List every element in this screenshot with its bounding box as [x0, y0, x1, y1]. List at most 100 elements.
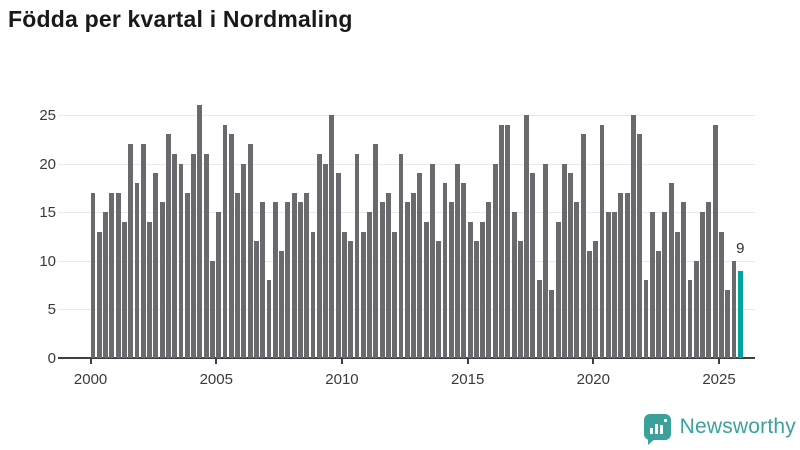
bar-2010-q2 [348, 241, 354, 358]
bar-2025-q1 [719, 231, 724, 358]
y-axis-tick-label: 15 [39, 204, 56, 222]
bar-2005-q2 [222, 124, 228, 358]
bar-2018-q1 [543, 163, 548, 358]
bar-2019-q3 [580, 134, 586, 358]
x-axis-tick-label: 2005 [199, 371, 233, 388]
bar-2001-q1 [115, 192, 121, 358]
x-axis-tick-mark [340, 359, 343, 364]
bar-2021-q3 [631, 115, 636, 358]
y-axis-tick-label: 5 [47, 301, 56, 319]
bar-2006-q4 [260, 202, 266, 358]
bar-2015-q4 [486, 202, 492, 358]
bar-2024-q3 [706, 202, 712, 358]
highlighted-bar-2025-q4 [737, 270, 743, 358]
bar-2001-q4 [134, 183, 140, 358]
bar-2023-q1 [668, 183, 674, 358]
bar-2012-q1 [392, 231, 398, 358]
bar-2003-q4 [184, 192, 190, 358]
bar-2017-q2 [524, 115, 530, 358]
x-axis-line [58, 357, 755, 359]
bar-2001-q3 [128, 144, 134, 358]
bar-2006-q2 [247, 144, 253, 358]
bar-2011-q1 [367, 212, 372, 358]
x-axis-tick-label: 2025 [702, 371, 736, 388]
bar-2009-q3 [329, 115, 335, 358]
bar-2004-q3 [203, 153, 209, 358]
bar-2008-q3 [304, 192, 310, 358]
bar-2018-q4 [561, 163, 567, 358]
mini-bar-icon [659, 425, 663, 434]
bar-2007-q4 [285, 202, 291, 358]
bar-2009-q1 [316, 153, 322, 358]
bar-2008-q1 [291, 192, 297, 358]
bar-2018-q2 [549, 289, 555, 358]
bar-2022-q1 [643, 280, 649, 358]
x-axis-tick-label: 2020 [576, 371, 610, 388]
bar-2020-q3 [605, 212, 611, 358]
bar-2015-q2 [473, 241, 479, 358]
bar-2020-q2 [599, 124, 605, 358]
bar-2003-q3 [178, 163, 184, 358]
mini-bar-icon [649, 428, 653, 434]
x-axis-tick-mark [592, 359, 595, 364]
chart-title: Födda per kvartal i Nordmaling [8, 6, 353, 32]
bar-2000-q1 [90, 192, 96, 358]
bar-2020-q4 [612, 212, 618, 358]
x-axis-tick-label: 2010 [325, 371, 359, 388]
bar-2013-q3 [429, 163, 435, 358]
bar-2023-q3 [681, 202, 687, 358]
bar-2002-q4 [159, 202, 165, 358]
bar-2011-q2 [373, 144, 379, 358]
bar-2004-q2 [197, 105, 203, 358]
bar-2017-q3 [530, 173, 536, 358]
bar-2019-q2 [574, 202, 580, 358]
bar-2004-q1 [191, 153, 197, 358]
bar-2003-q2 [172, 153, 178, 358]
newsworthy-logo: Newsworthy [643, 410, 796, 445]
bar-2016-q2 [499, 124, 504, 358]
bar-2013-q4 [436, 241, 442, 358]
bar-2001-q2 [122, 221, 127, 358]
bar-2010-q1 [341, 231, 347, 358]
newsworthy-logo-text: Newsworthy [679, 415, 796, 438]
bar-2021-q4 [637, 134, 643, 358]
bar-2012-q2 [398, 153, 404, 358]
gridline [58, 163, 755, 165]
x-axis-tick-mark [466, 359, 469, 364]
bar-2009-q2 [323, 163, 328, 358]
highlighted-bar-value-label: 9 [736, 240, 745, 257]
bar-2010-q3 [354, 153, 360, 358]
bar-2008-q4 [310, 231, 316, 358]
gridline [58, 115, 755, 116]
bar-2017-q4 [536, 280, 542, 358]
bar-2023-q4 [687, 280, 693, 358]
newsworthy-bar-chart-bubble-icon [643, 414, 671, 445]
bar-2024-q4 [712, 124, 718, 358]
bar-2002-q2 [147, 221, 153, 358]
y-axis-tick-label: 0 [47, 350, 56, 367]
y-axis-tick-label: 25 [39, 107, 56, 124]
x-axis-tick-mark [89, 359, 92, 364]
bar-2007-q1 [266, 280, 272, 358]
bar-2016-q3 [505, 124, 511, 358]
bar-2014-q4 [461, 183, 467, 358]
bar-2017-q1 [517, 241, 523, 358]
bar-2005-q3 [228, 134, 234, 358]
bar-2014-q3 [455, 163, 460, 358]
bar-2023-q2 [675, 231, 680, 358]
bar-2014-q2 [448, 202, 454, 358]
bar-2024-q2 [700, 212, 706, 358]
bar-2015-q1 [467, 221, 473, 358]
bar-2022-q4 [662, 212, 668, 358]
bar-2020-q1 [593, 241, 599, 358]
x-axis-tick-mark [718, 359, 720, 364]
bar-2005-q4 [235, 192, 241, 358]
bar-2019-q1 [568, 173, 574, 358]
bar-2016-q1 [492, 163, 498, 358]
x-axis-tick-label: 2015 [450, 371, 485, 388]
bar-2016-q4 [511, 212, 517, 358]
bar-2018-q3 [555, 221, 561, 358]
bar-2012-q4 [411, 192, 416, 358]
bar-2002-q3 [153, 173, 159, 358]
bar-2021-q1 [618, 192, 624, 358]
